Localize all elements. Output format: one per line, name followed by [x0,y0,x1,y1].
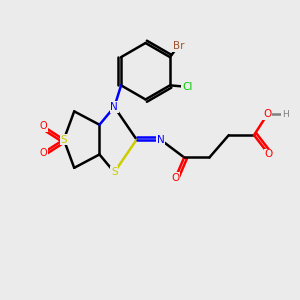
Text: S: S [111,167,118,177]
Text: Cl: Cl [182,82,192,92]
Text: O: O [171,173,179,183]
Text: H: H [282,110,289,119]
Text: S: S [61,135,67,145]
Text: O: O [39,121,47,131]
Text: N: N [157,135,164,145]
Text: O: O [265,149,273,160]
Text: N: N [110,102,118,112]
Text: O: O [39,148,47,158]
Text: O: O [263,109,272,119]
Text: Br: Br [172,41,184,51]
